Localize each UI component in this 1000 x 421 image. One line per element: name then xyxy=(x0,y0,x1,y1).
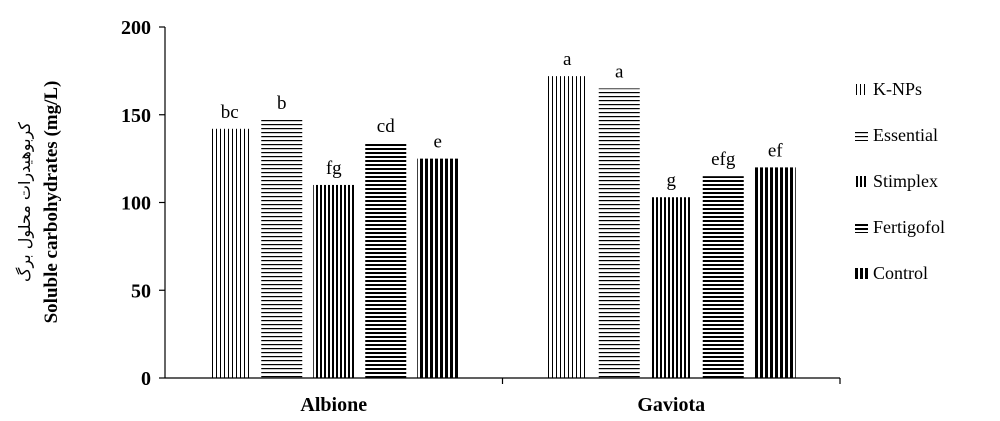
legend-swatch xyxy=(855,268,868,279)
y-tick-label: 50 xyxy=(131,280,151,302)
bars-group xyxy=(209,76,796,379)
legend-swatch xyxy=(855,84,868,95)
legend-swatch xyxy=(855,130,868,141)
data-label: efg xyxy=(711,149,736,170)
bar-essential-albione xyxy=(261,120,303,378)
data-labels-group: bc b fg cd e a a g efg ef xyxy=(221,49,784,191)
bar-essential-gaviota xyxy=(598,88,640,379)
legend-label: K-NPs xyxy=(873,79,922,99)
bar-stimplex-albione xyxy=(313,184,355,378)
data-label: bc xyxy=(221,102,239,123)
y-axis: 0 50 100 150 200 xyxy=(121,17,166,390)
x-axis: Albione Gaviota xyxy=(165,377,841,416)
legend-label: Fertigofol xyxy=(873,217,945,237)
data-label: a xyxy=(563,49,572,70)
data-label: b xyxy=(277,93,287,114)
y-tick-label: 0 xyxy=(141,368,151,390)
data-label: fg xyxy=(326,158,342,179)
bar-k-nps-gaviota xyxy=(546,76,588,378)
bar-k-nps-albione xyxy=(209,128,251,378)
bar-control-gaviota xyxy=(754,167,796,378)
data-label: cd xyxy=(377,116,395,137)
legend: K-NPs Essential Stimplex Fertigofol Control xyxy=(855,79,945,283)
y-tick-label: 200 xyxy=(121,17,151,39)
data-label: a xyxy=(615,61,624,82)
y-axis-title: Soluble carbohydrates (mg/L) xyxy=(41,81,62,324)
bar-fertigofol-gaviota xyxy=(702,176,744,378)
legend-swatch xyxy=(855,176,868,187)
bar-fertigofol-albione xyxy=(365,142,407,378)
legend-label: Stimplex xyxy=(873,171,938,191)
data-label: ef xyxy=(768,140,783,161)
y-axis-title-persian: کربوهیدرات محلول برگ xyxy=(15,122,35,282)
bar-control-albione xyxy=(417,158,459,378)
y-axis-title-group: کربوهیدرات محلول برگ Soluble carbohydrat… xyxy=(15,81,62,324)
bar-stimplex-gaviota xyxy=(650,197,692,378)
legend-swatch xyxy=(855,222,868,233)
legend-label: Essential xyxy=(873,125,938,145)
data-label: g xyxy=(667,170,677,191)
x-category-label: Albione xyxy=(300,394,367,416)
x-category-label: Gaviota xyxy=(637,394,705,416)
y-tick-label: 150 xyxy=(121,105,151,127)
y-tick-label: 100 xyxy=(121,193,151,215)
legend-label: Control xyxy=(873,263,928,283)
data-label: e xyxy=(434,132,442,153)
